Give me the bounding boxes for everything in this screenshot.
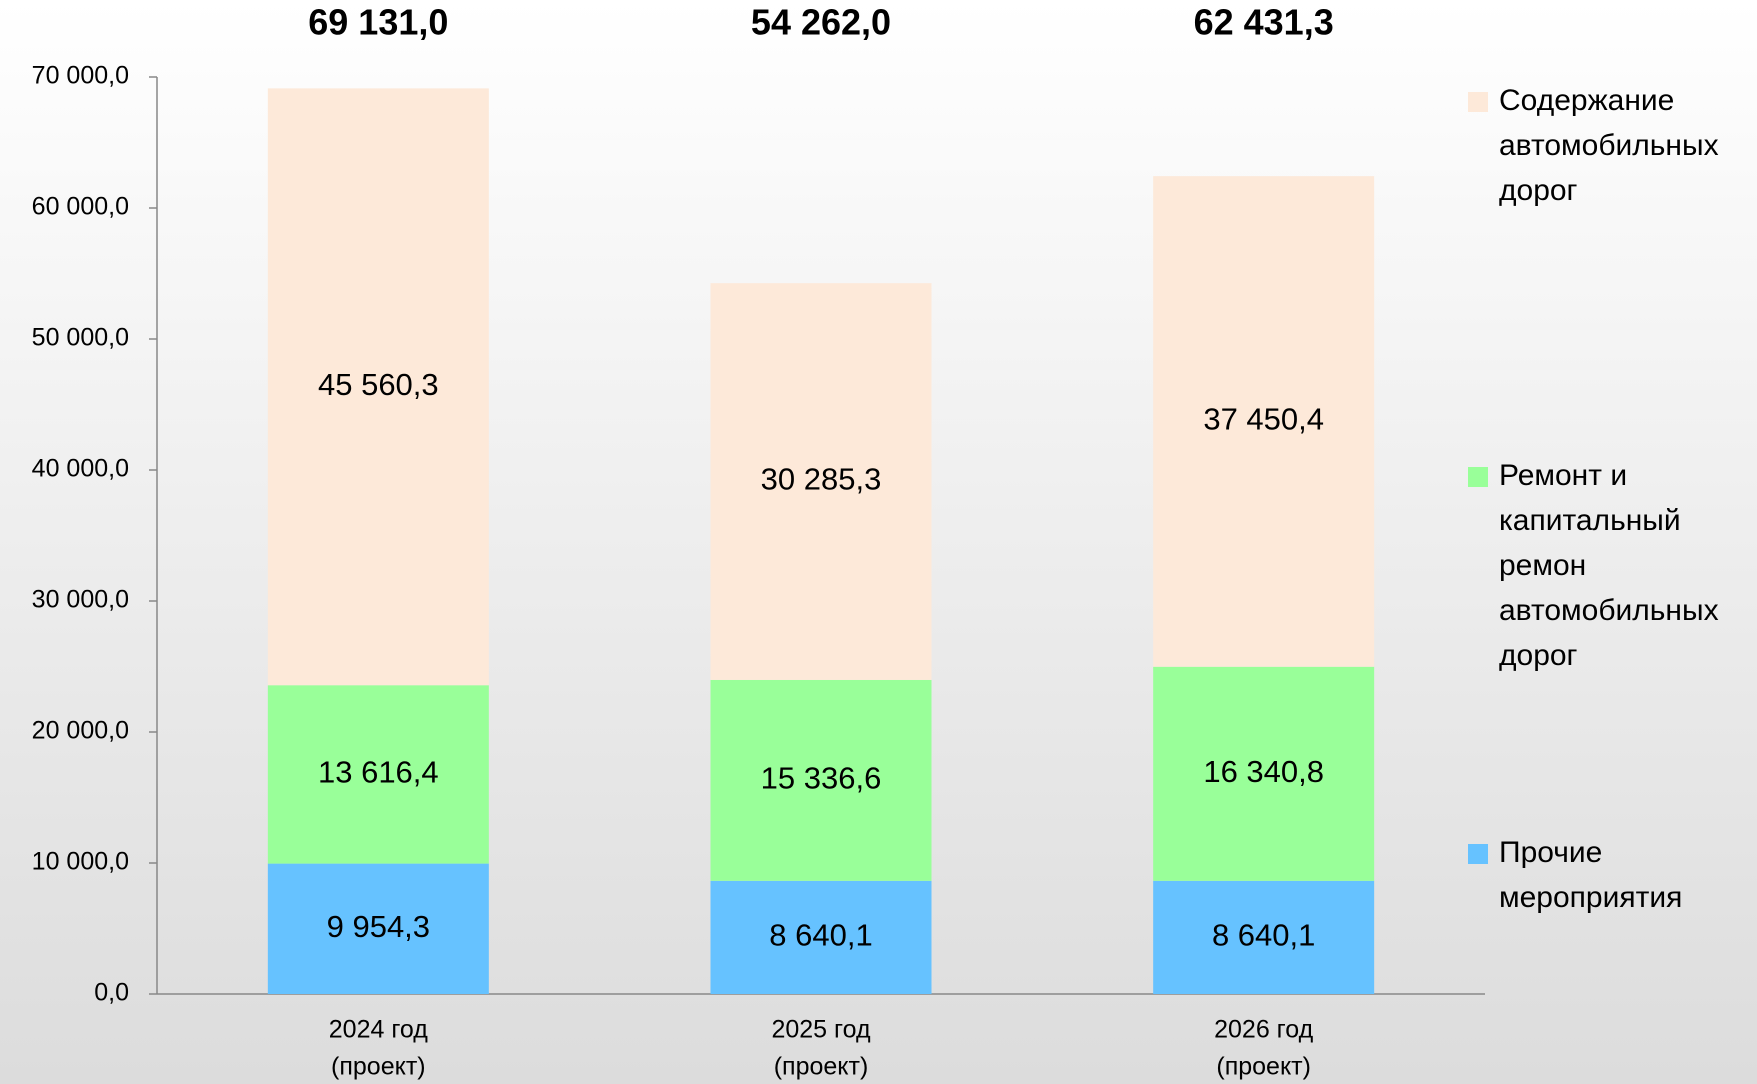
x-tick-label: (проект) xyxy=(774,1053,869,1081)
x-tick-label: 2025 год xyxy=(771,1016,870,1044)
value-label: 30 285,3 xyxy=(761,462,882,497)
y-tick-label: 10 000,0 xyxy=(32,848,129,876)
y-tick-label: 0,0 xyxy=(94,979,129,1007)
y-tick-label: 30 000,0 xyxy=(32,586,129,614)
legend-swatch xyxy=(1468,467,1488,487)
value-label: 16 340,8 xyxy=(1203,754,1324,789)
bar-segment xyxy=(1153,666,1375,881)
legend-label: Прочие мероприятия xyxy=(1499,836,1682,914)
y-tick-label: 50 000,0 xyxy=(32,324,129,352)
bar-segment xyxy=(267,863,489,994)
x-tick-label: 2024 год xyxy=(329,1016,428,1044)
x-tick-label: (проект) xyxy=(1216,1053,1311,1081)
legend-swatch xyxy=(1468,844,1488,864)
y-tick-label: 20 000,0 xyxy=(32,717,129,745)
total-label: 62 431,3 xyxy=(1194,2,1334,43)
x-tick-label: (проект) xyxy=(331,1053,426,1081)
value-label: 37 450,4 xyxy=(1203,402,1324,437)
bar-segment xyxy=(267,88,489,686)
bar-segment xyxy=(710,679,932,881)
y-tick-label: 40 000,0 xyxy=(32,455,129,483)
value-label: 45 560,3 xyxy=(318,367,439,402)
y-tick-label: 60 000,0 xyxy=(32,193,129,221)
value-label: 15 336,6 xyxy=(761,761,882,796)
bar-segment xyxy=(710,283,932,680)
bar-segment xyxy=(1153,176,1375,667)
bar-segment xyxy=(267,685,489,864)
legend-label: Содержание автомобильных дорог xyxy=(1499,84,1719,207)
legend-label: Ремонт и капитальный ремон автомобильных дор… xyxy=(1499,459,1719,672)
value-label: 8 640,1 xyxy=(769,918,872,953)
bar-segment xyxy=(1153,880,1375,994)
value-label: 9 954,3 xyxy=(327,909,430,944)
y-tick-label: 70 000,0 xyxy=(32,62,129,90)
bar-segment xyxy=(710,880,932,994)
total-label: 69 131,0 xyxy=(308,2,448,43)
x-tick-label: 2026 год xyxy=(1214,1016,1313,1044)
legend-swatch xyxy=(1468,92,1488,112)
value-label: 13 616,4 xyxy=(318,755,439,790)
total-label: 54 262,0 xyxy=(751,2,891,43)
value-label: 8 640,1 xyxy=(1212,918,1315,953)
